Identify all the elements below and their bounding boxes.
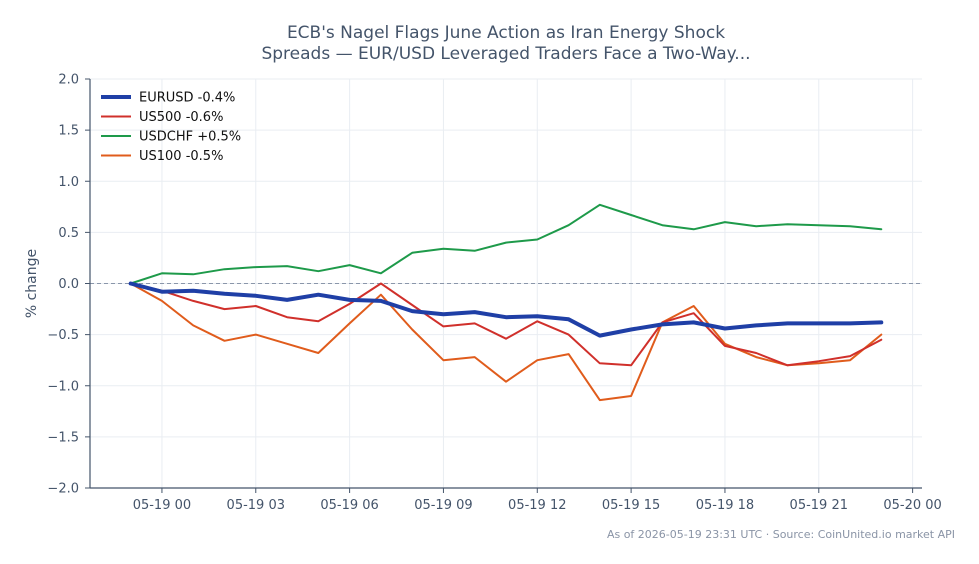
x-tick-label: 05-19 12 bbox=[508, 498, 566, 513]
series-lines bbox=[128, 203, 884, 402]
y-axis-label: % change bbox=[24, 249, 40, 318]
chart-title-line-2: Spreads — EUR/USD Leveraged Traders Face… bbox=[261, 44, 750, 64]
legend: EURUSD -0.4% US500 -0.6% USDCHF +0.5% US100… bbox=[101, 91, 241, 164]
y-tick-label: 0.0 bbox=[58, 277, 79, 292]
legend-label: USDCHF +0.5% bbox=[139, 130, 241, 145]
y-tick-label: −1.0 bbox=[47, 379, 79, 394]
series-line-eurusd bbox=[128, 281, 884, 338]
y-tick-label: 2.0 bbox=[58, 73, 79, 88]
x-tick-label: 05-19 03 bbox=[227, 498, 285, 513]
series-line-us500 bbox=[129, 282, 883, 367]
legend-label: US100 -0.5% bbox=[139, 149, 223, 164]
x-tick-label: 05-20 00 bbox=[883, 498, 941, 513]
y-axis-ticks: 2.0 1.5 1.0 0.5 0.0 −0.5 −1.0 −1.5 −2.0 bbox=[47, 73, 90, 497]
x-tick-label: 05-19 06 bbox=[320, 498, 378, 513]
y-tick-label: 1.0 bbox=[58, 175, 79, 190]
chart-title: ECB's Nagel Flags June Action as Iran En… bbox=[261, 23, 750, 64]
y-tick-label: −2.0 bbox=[47, 482, 79, 497]
x-tick-label: 05-19 00 bbox=[133, 498, 191, 513]
x-axis-ticks: 05-19 00 05-19 03 05-19 06 05-19 09 05-19 12… bbox=[133, 488, 942, 513]
x-tick-label: 05-19 21 bbox=[790, 498, 848, 513]
legend-label: EURUSD -0.4% bbox=[139, 91, 235, 106]
footer-note: As of 2026-05-19 23:31 UTC · Source: Coi… bbox=[607, 528, 955, 541]
y-tick-label: −1.5 bbox=[47, 430, 79, 445]
x-tick-label: 05-19 18 bbox=[696, 498, 754, 513]
x-tick-label: 05-19 15 bbox=[602, 498, 660, 513]
y-tick-label: −0.5 bbox=[47, 328, 79, 343]
chart-title-line-1: ECB's Nagel Flags June Action as Iran En… bbox=[287, 23, 725, 43]
series-line-usdchf bbox=[129, 203, 883, 285]
series-line-us100 bbox=[129, 282, 883, 402]
y-tick-label: 0.5 bbox=[58, 226, 79, 241]
x-tick-label: 05-19 09 bbox=[414, 498, 472, 513]
legend-label: US500 -0.6% bbox=[139, 110, 223, 125]
y-tick-label: 1.5 bbox=[58, 124, 79, 139]
